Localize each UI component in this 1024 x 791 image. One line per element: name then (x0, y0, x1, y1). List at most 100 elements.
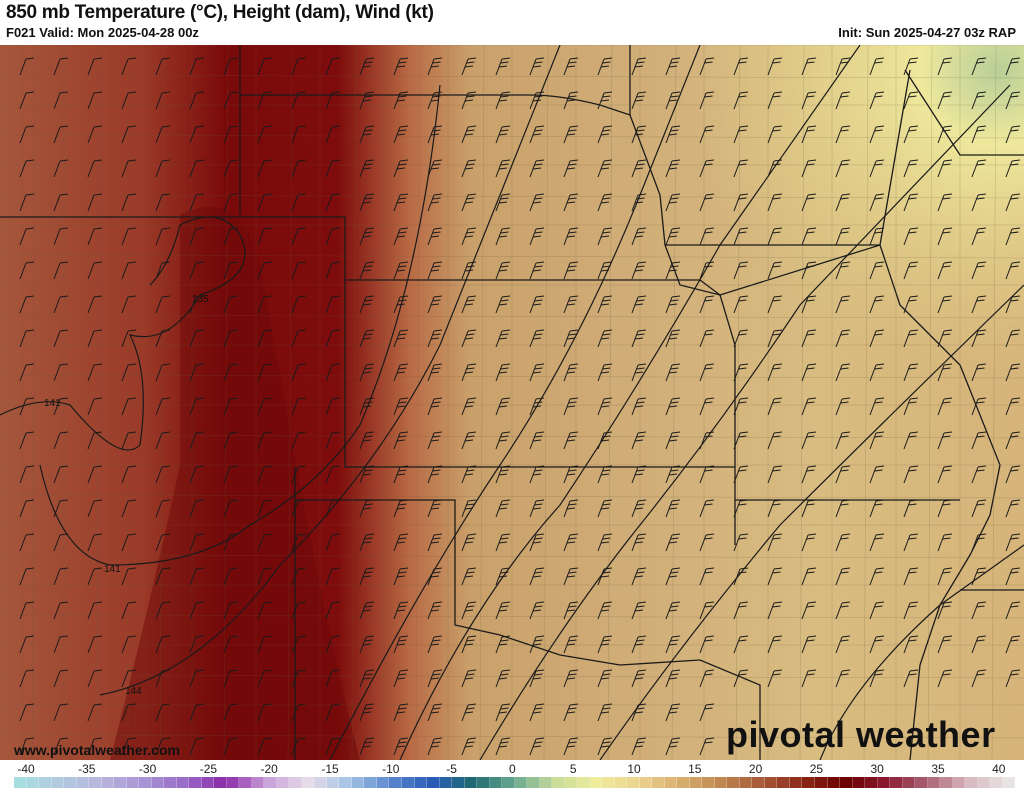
wind-barb (937, 329, 953, 348)
wind-barb (903, 465, 919, 484)
wind-barb (461, 295, 477, 314)
wind-barb (937, 227, 953, 246)
wind-barb (257, 227, 273, 246)
wind-barb (1005, 601, 1021, 620)
wind-barb (53, 635, 69, 654)
wind-barb (189, 533, 205, 552)
colorbar-cell (527, 777, 540, 788)
wind-barb (1005, 261, 1021, 280)
wind-barb (563, 397, 579, 416)
wind-barb (495, 261, 511, 280)
wind-barb (631, 669, 647, 688)
wind-barb (835, 329, 851, 348)
wind-barb (801, 57, 817, 76)
wind-barb (937, 261, 953, 280)
colorbar-cell (351, 777, 365, 788)
wind-barb (359, 193, 375, 212)
wind-barb (563, 431, 579, 450)
wind-barb (631, 125, 647, 144)
wind-barb (597, 397, 613, 416)
wind-barb (733, 329, 749, 348)
wind-barb (291, 91, 307, 110)
colorbar-labels: -40 -35 -30 -25 -20 -15 -10 -5 0 5 10 15 20 25 30 35 40 (0, 762, 1024, 776)
wind-barb (189, 159, 205, 178)
wind-barb (223, 533, 239, 552)
colorbar-cell (301, 777, 315, 788)
colorbar-tick-label: -30 (138, 762, 157, 776)
wind-barb (155, 295, 171, 314)
wind-barb (223, 635, 239, 654)
wind-barb (597, 567, 613, 586)
init-time: Init: Sun 2025-04-27 03z RAP (838, 25, 1016, 40)
wind-barb (427, 567, 443, 586)
wind-barb (971, 669, 987, 688)
wind-barb (87, 363, 103, 382)
wind-barb (121, 193, 137, 212)
wind-barb (631, 159, 647, 178)
wind-barb (189, 431, 205, 450)
wind-barb (665, 601, 681, 620)
colorbar-cell (739, 777, 753, 788)
wind-barb (325, 397, 341, 416)
wind-barb (869, 635, 885, 654)
wind-barb (121, 499, 137, 518)
colorbar-cell (477, 777, 490, 788)
colorbar-cell (539, 777, 553, 788)
wind-barb (427, 465, 443, 484)
wind-barb (359, 329, 375, 348)
wind-barb (155, 193, 171, 212)
wind-barb (665, 57, 681, 76)
wind-barb (189, 567, 205, 586)
wind-barb (325, 465, 341, 484)
wind-barb (631, 397, 647, 416)
wind-barb (257, 601, 273, 620)
wind-barb (223, 601, 239, 620)
wind-barb (699, 227, 715, 246)
wind-barb (223, 227, 239, 246)
wind-barb (699, 295, 715, 314)
wind-barb (461, 431, 477, 450)
wind-barb (835, 295, 851, 314)
wind-barb (903, 261, 919, 280)
wind-barb (461, 635, 477, 654)
colorbar-cell (314, 777, 327, 788)
wind-barb (631, 533, 647, 552)
wind-barb (937, 635, 953, 654)
wind-barb (53, 533, 69, 552)
wind-barb (19, 465, 35, 484)
wind-barb (121, 329, 137, 348)
wind-barb (631, 703, 647, 722)
wind-barb (53, 499, 69, 518)
wind-barb (971, 635, 987, 654)
colorbar-tick-label: 40 (992, 762, 1006, 776)
wind-barb (325, 431, 341, 450)
colorbar-tick-label: -25 (199, 762, 218, 776)
wind-barb (801, 329, 817, 348)
wind-barb (733, 261, 749, 280)
wind-barb (665, 533, 681, 552)
wind-barb (53, 397, 69, 416)
wind-barb (155, 57, 171, 76)
colorbar-cell (815, 777, 828, 788)
wind-barb (903, 431, 919, 450)
wind-barb (631, 91, 647, 110)
colorbar-cell (164, 777, 177, 788)
wind-barb (19, 193, 35, 212)
wind-barb (903, 363, 919, 382)
wind-barb (461, 533, 477, 552)
wind-barb (427, 329, 443, 348)
wind-barb (325, 703, 341, 722)
wind-barb (563, 737, 579, 756)
colorbar-cell (226, 777, 240, 788)
wind-barb (257, 465, 273, 484)
wind-barb (461, 601, 477, 620)
wind-barb (767, 431, 783, 450)
wind-barb (291, 397, 307, 416)
wind-barb (597, 669, 613, 688)
wind-barb (87, 57, 103, 76)
wind-barb (325, 737, 341, 756)
wind-barb (1005, 363, 1021, 382)
wind-barb (665, 125, 681, 144)
wind-barb (529, 431, 545, 450)
wind-barb (155, 737, 171, 756)
